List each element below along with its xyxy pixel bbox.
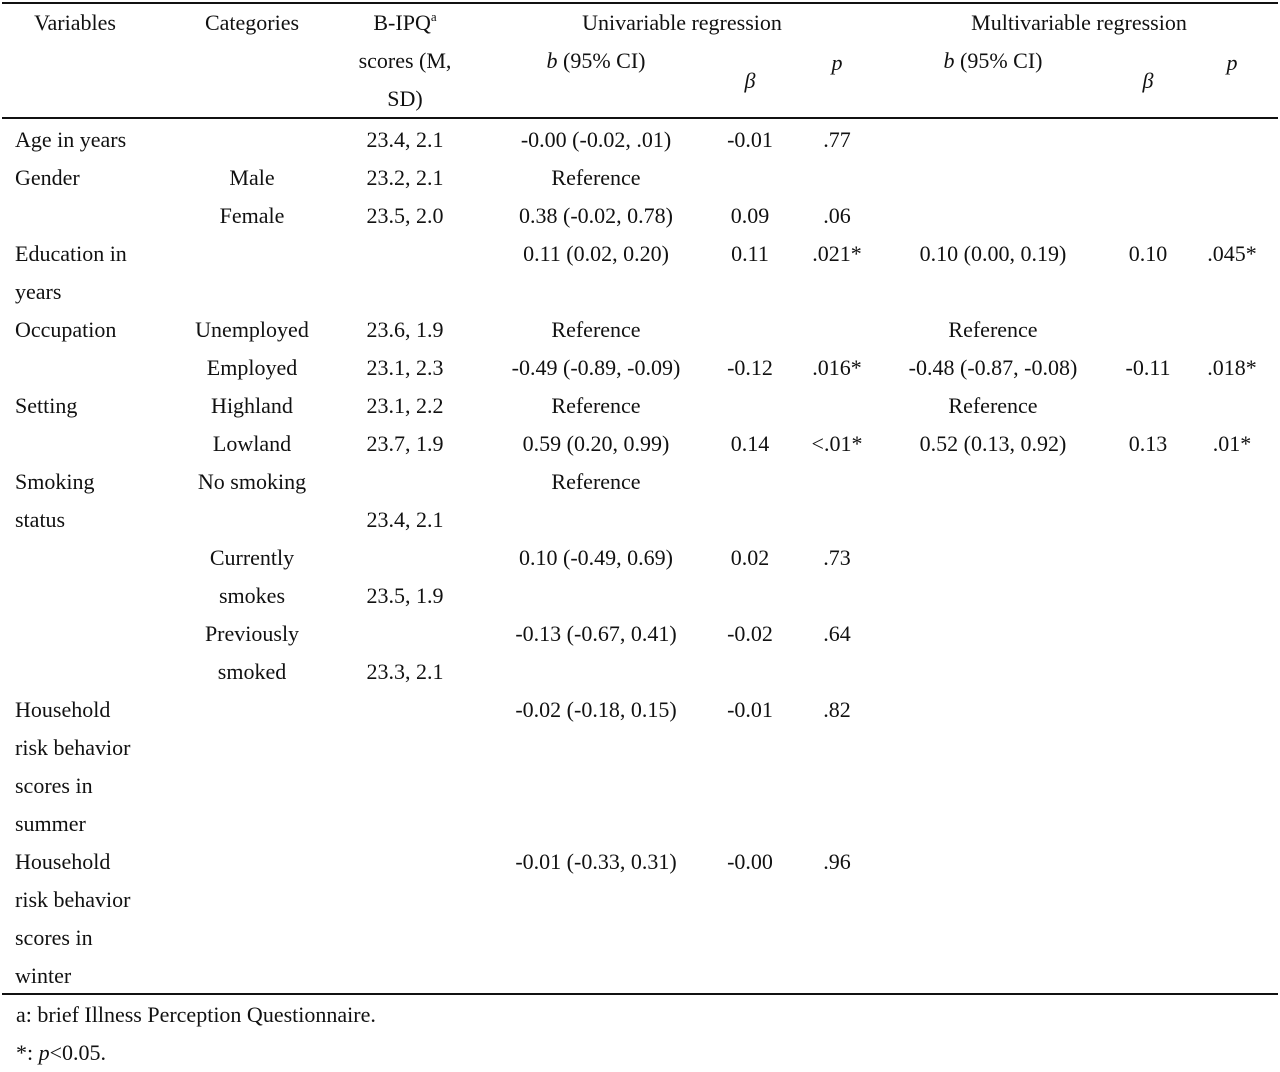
row-score: 23.2, 2.1 [366, 165, 444, 190]
row-variable: Household [15, 697, 111, 722]
row-uni-beta: -0.02 [727, 621, 773, 646]
row-uni-b: Reference [551, 469, 641, 494]
row-uni-p: .82 [823, 697, 851, 722]
row-uni-beta: -0.12 [727, 355, 773, 380]
row-variable: status [15, 507, 66, 532]
row-multi-b: Reference [948, 317, 1038, 342]
header-variables: Variables [34, 10, 116, 35]
row-variable: Smoking [15, 469, 95, 494]
row-multi-b: Reference [948, 393, 1038, 418]
row-variable: winter [15, 963, 72, 988]
header-uni-p: p [831, 50, 843, 75]
row-score: 23.7, 1.9 [366, 431, 444, 456]
row-uni-p: <.01* [811, 431, 863, 456]
header-multivariable: Multivariable regression [971, 10, 1187, 35]
header-bottom-rule [2, 117, 1278, 119]
row-uni-p: .77 [823, 127, 851, 152]
row-uni-p: .016* [812, 355, 862, 380]
header-multi-p: p [1226, 50, 1238, 75]
row-category: Unemployed [195, 317, 309, 342]
row-uni-b: -0.49 (-0.89, -0.09) [511, 355, 681, 380]
row-category: Previously [204, 621, 300, 646]
top-rule [2, 2, 1278, 4]
row-variable: Occupation [15, 317, 117, 342]
row-score: 23.4, 2.1 [366, 127, 444, 152]
row-uni-beta: -0.01 [727, 697, 773, 722]
row-uni-p: .021* [812, 241, 862, 266]
header-bipq-line3: SD) [387, 86, 423, 111]
row-variable: Setting [15, 393, 78, 418]
row-category: Highland [211, 393, 293, 418]
row-score: 23.5, 2.0 [366, 203, 444, 228]
row-uni-b: 0.38 (-0.02, 0.78) [519, 203, 673, 228]
row-category: Male [229, 165, 275, 190]
row-variable: risk behavior [15, 735, 131, 760]
row-category: smokes [219, 583, 285, 608]
row-uni-b: Reference [551, 393, 641, 418]
row-variable: scores in [15, 925, 93, 950]
row-uni-b: 0.59 (0.20, 0.99) [522, 431, 670, 456]
row-multi-b: 0.10 (0.00, 0.19) [919, 241, 1067, 266]
bottom-rule [2, 993, 1278, 995]
header-multi-b-ci: b (95% CI) [943, 48, 1043, 73]
header-bipq: B-IPQa [373, 9, 437, 35]
row-uni-p: .73 [823, 545, 851, 570]
row-uni-b: -0.01 (-0.33, 0.31) [515, 849, 677, 874]
row-score: 23.1, 2.3 [366, 355, 444, 380]
header-bipq-line2: scores (M, [358, 48, 452, 73]
row-score: 23.1, 2.2 [366, 393, 444, 418]
row-score: 23.3, 2.1 [366, 659, 444, 684]
row-variable: risk behavior [15, 887, 131, 912]
row-category: Currently [209, 545, 295, 570]
row-multi-beta: 0.13 [1128, 431, 1168, 456]
row-variable: Age in years [15, 127, 127, 152]
row-uni-b: -0.02 (-0.18, 0.15) [515, 697, 677, 722]
row-multi-p: .018* [1207, 355, 1257, 380]
row-category: Employed [206, 355, 298, 380]
footnote-a: a: brief Illness Perception Questionnair… [16, 1002, 376, 1027]
row-uni-b: -0.00 (-0.02, .01) [520, 127, 672, 152]
row-category: smoked [217, 659, 287, 684]
row-score: 23.6, 1.9 [366, 317, 444, 342]
row-score: 23.5, 1.9 [366, 583, 444, 608]
row-uni-b: 0.10 (-0.49, 0.69) [519, 545, 673, 570]
row-multi-beta: -0.11 [1125, 355, 1171, 380]
row-multi-p: .01* [1212, 431, 1252, 456]
row-uni-beta: 0.09 [730, 203, 770, 228]
footnote-significance: *: p<0.05. [16, 1040, 107, 1065]
row-variable: years [15, 279, 62, 304]
row-uni-p: .06 [823, 203, 851, 228]
row-multi-beta: 0.10 [1128, 241, 1168, 266]
header-multi-beta: β [1142, 68, 1154, 93]
header-univariable: Univariable regression [582, 10, 782, 35]
row-variable: Gender [15, 165, 80, 190]
row-multi-p: .045* [1207, 241, 1257, 266]
header-uni-b-ci: b (95% CI) [546, 48, 646, 73]
row-uni-b: 0.11 (0.02, 0.20) [523, 241, 669, 266]
row-category: Lowland [212, 431, 292, 456]
row-uni-beta: -0.00 [727, 849, 773, 874]
row-multi-b: -0.48 (-0.87, -0.08) [908, 355, 1078, 380]
row-uni-beta: 0.14 [730, 431, 770, 456]
row-score: 23.4, 2.1 [366, 507, 444, 532]
row-uni-p: .96 [823, 849, 851, 874]
row-category: No smoking [197, 469, 307, 494]
header-bipq-sup: a [430, 9, 437, 24]
row-multi-b: 0.52 (0.13, 0.92) [919, 431, 1067, 456]
row-category: Female [219, 203, 285, 228]
row-variable: Household [15, 849, 111, 874]
row-uni-b: -0.13 (-0.67, 0.41) [515, 621, 677, 646]
row-variable: summer [15, 811, 86, 836]
header-uni-beta: β [744, 68, 756, 93]
row-uni-p: .64 [823, 621, 851, 646]
row-uni-b: Reference [551, 165, 641, 190]
row-variable: scores in [15, 773, 93, 798]
row-variable: Education in [15, 241, 127, 266]
row-uni-b: Reference [551, 317, 641, 342]
row-uni-beta: -0.01 [727, 127, 773, 152]
row-uni-beta: 0.11 [731, 241, 769, 266]
row-uni-beta: 0.02 [730, 545, 770, 570]
header-categories: Categories [204, 10, 300, 35]
